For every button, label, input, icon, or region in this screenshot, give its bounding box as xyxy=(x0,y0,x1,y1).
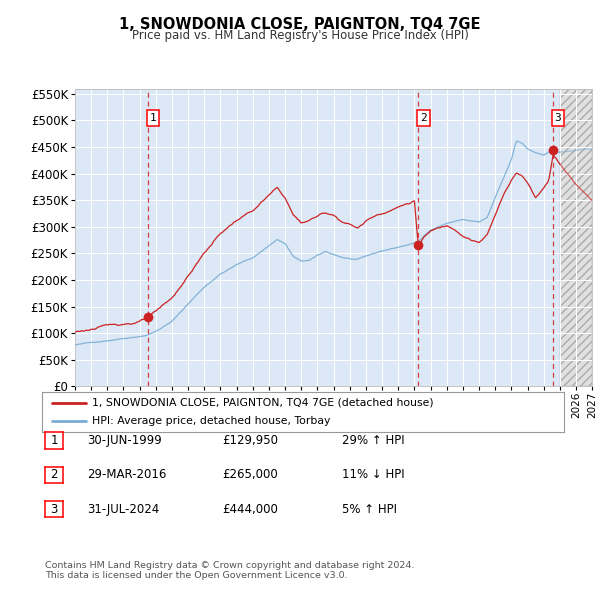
Text: 1, SNOWDONIA CLOSE, PAIGNTON, TQ4 7GE (detached house): 1, SNOWDONIA CLOSE, PAIGNTON, TQ4 7GE (d… xyxy=(92,398,433,408)
Text: 1, SNOWDONIA CLOSE, PAIGNTON, TQ4 7GE: 1, SNOWDONIA CLOSE, PAIGNTON, TQ4 7GE xyxy=(119,17,481,31)
Bar xyxy=(560,83,592,386)
Text: 5% ↑ HPI: 5% ↑ HPI xyxy=(342,503,397,516)
Text: HPI: Average price, detached house, Torbay: HPI: Average price, detached house, Torb… xyxy=(92,416,330,426)
Text: Contains HM Land Registry data © Crown copyright and database right 2024.: Contains HM Land Registry data © Crown c… xyxy=(45,560,415,570)
Text: 1: 1 xyxy=(50,434,58,447)
Text: £444,000: £444,000 xyxy=(222,503,278,516)
Bar xyxy=(560,83,592,386)
Text: 30-JUN-1999: 30-JUN-1999 xyxy=(87,434,162,447)
Text: £129,950: £129,950 xyxy=(222,434,278,447)
Text: 3: 3 xyxy=(50,503,58,516)
Text: 2: 2 xyxy=(420,113,427,123)
Text: 2: 2 xyxy=(50,468,58,481)
Text: 11% ↓ HPI: 11% ↓ HPI xyxy=(342,468,404,481)
Text: Price paid vs. HM Land Registry's House Price Index (HPI): Price paid vs. HM Land Registry's House … xyxy=(131,30,469,42)
Text: £265,000: £265,000 xyxy=(222,468,278,481)
Text: 29-MAR-2016: 29-MAR-2016 xyxy=(87,468,166,481)
Text: 1: 1 xyxy=(149,113,156,123)
Text: 29% ↑ HPI: 29% ↑ HPI xyxy=(342,434,404,447)
Text: 31-JUL-2024: 31-JUL-2024 xyxy=(87,503,159,516)
Text: 3: 3 xyxy=(555,113,562,123)
Text: This data is licensed under the Open Government Licence v3.0.: This data is licensed under the Open Gov… xyxy=(45,571,347,581)
